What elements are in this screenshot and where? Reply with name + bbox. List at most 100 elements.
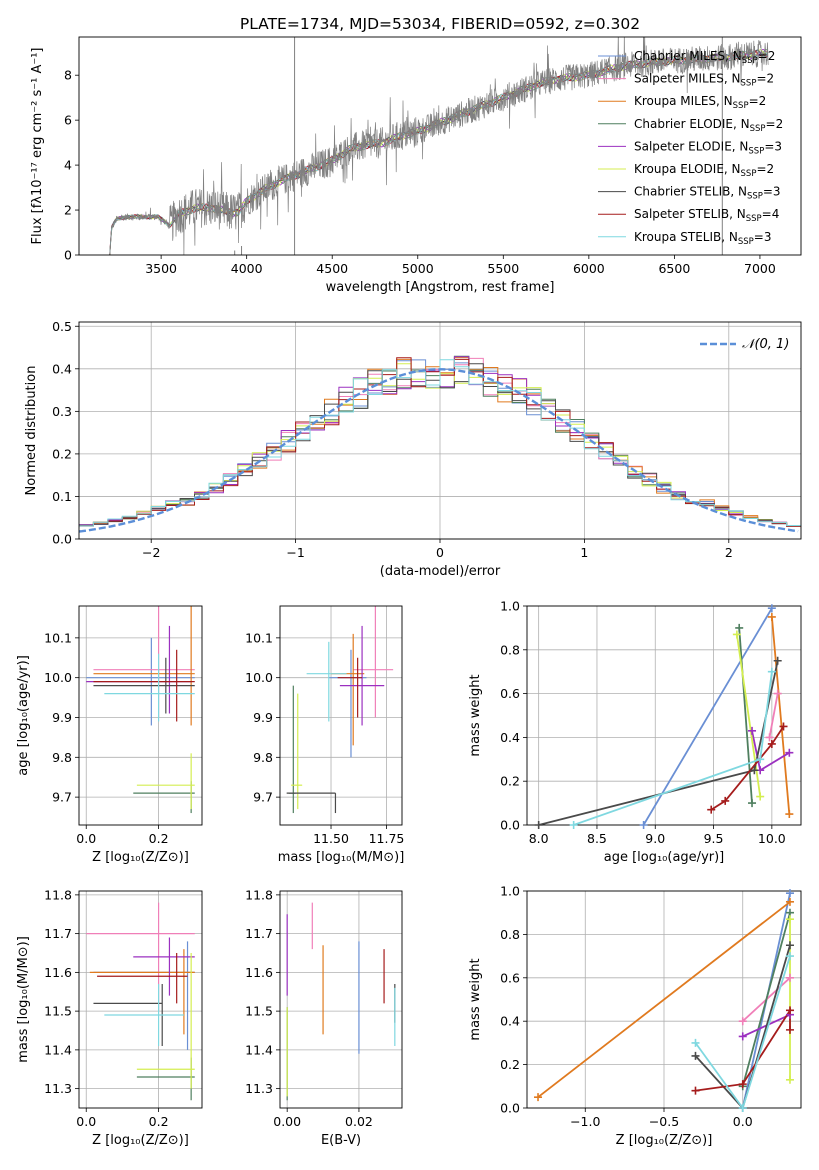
legend-label-sub: SSP <box>748 146 764 156</box>
panel-weight_vs_age: 8.0 8.5 9.0 9.5 10.0 0.0 0.2 0.4 0.6 0.8 1.0 age [l… <box>468 599 802 865</box>
y-tick-label: 9.8 <box>253 750 273 765</box>
x-tick-label: 0 <box>436 545 444 560</box>
legend-label-sub: SSP <box>741 169 757 179</box>
x-tick-label: 6000 <box>573 261 605 276</box>
weight-marker-salpeter_stelib <box>721 796 730 805</box>
weight-marker-kroupa_stelib <box>738 1104 747 1112</box>
x-axis-label: wavelength [Angstrom, rest frame] <box>326 280 555 295</box>
axes-frame <box>78 605 203 826</box>
legend-label-suffix: =2 <box>756 162 774 176</box>
x-tick-label: 4500 <box>316 261 348 276</box>
y-tick-label: 11.3 <box>245 1081 273 1096</box>
weight-marker-salpeter_miles <box>765 733 774 742</box>
y-tick-label: 10.0 <box>44 670 72 685</box>
x-tick-label: 11.75 <box>369 831 405 846</box>
y-tick-label: 11.4 <box>245 1042 273 1057</box>
y-tick-label: 0.6 <box>500 686 520 701</box>
plot-area <box>86 902 195 1101</box>
x-tick-label: 8.5 <box>587 831 607 846</box>
plot-area <box>286 606 394 814</box>
x-tick-label: 9.5 <box>704 831 724 846</box>
y-tick-label: 9.9 <box>52 710 72 725</box>
legend-label: Salpeter STELIB, NSSP=4 <box>634 207 779 224</box>
y-tick-label: 0.3 <box>52 404 72 419</box>
x-tick-label: 8.0 <box>529 831 549 846</box>
weight-line-salpeter_miles <box>768 693 779 738</box>
histogram-kroupa_stelib <box>79 359 801 528</box>
y-tick-label: 0.4 <box>500 730 520 745</box>
legend-label-main: Chabrier ELODIE, N <box>634 117 750 131</box>
y-axis-label: Flux [fλ10⁻¹⁷ erg cm⁻² s⁻¹ A⁻¹] <box>30 48 45 245</box>
weight-marker-chabrier_miles <box>639 821 648 829</box>
x-tick-label: −1.0 <box>570 1114 600 1129</box>
x-tick-label: 10.0 <box>758 831 786 846</box>
weight-line-kroupa_stelib <box>694 955 791 1108</box>
weight-marker-kroupa_elodie <box>785 915 794 924</box>
weight-marker-kroupa_stelib <box>569 821 578 829</box>
legend-label-main: Kroupa MILES, N <box>634 94 733 108</box>
y-tick-label: 11.3 <box>44 1081 72 1096</box>
y-tick-label: 0.0 <box>52 532 72 547</box>
legend-label-suffix: =3 <box>764 139 782 153</box>
legend-label-main: Salpeter MILES, N <box>634 72 741 86</box>
plot-area <box>86 606 195 814</box>
y-tick-label: 0.1 <box>52 489 72 504</box>
axes-frame <box>526 605 802 826</box>
legend-label-sub: SSP <box>738 237 754 247</box>
y-tick-label: 0.8 <box>500 927 520 942</box>
y-tick-label: 10.0 <box>245 670 273 685</box>
y-tick-label: 0.8 <box>500 642 520 657</box>
y-axis-label: mass [log₁₀(M/M⊙)] <box>16 936 31 1063</box>
x-tick-label: 0.0 <box>76 831 96 846</box>
weight-line-chabrier_elodie <box>741 912 791 1087</box>
normal-curve <box>79 368 799 533</box>
y-tick-label: 11.5 <box>245 1004 273 1019</box>
legend-label-suffix: =2 <box>758 49 776 63</box>
weight-line-chabrier_miles <box>642 607 773 825</box>
y-tick-label: 11.7 <box>44 926 72 941</box>
weight-marker-chabrier_elodie <box>748 799 757 808</box>
axes-frame <box>78 321 802 540</box>
y-tick-label: 11.6 <box>44 965 72 980</box>
legend-label-sub: SSP <box>750 124 766 134</box>
x-tick-label: 0.2 <box>149 1114 169 1129</box>
weight-marker-salpeter_elodie <box>748 726 757 735</box>
weight-marker-chabrier_stelib <box>691 1051 700 1060</box>
x-axis-label: Z [log₁₀(Z/Z⊙)] <box>92 850 189 865</box>
legend-label: Kroupa MILES, NSSP=2 <box>634 94 766 111</box>
legend-label-main: Salpeter ELODIE, N <box>634 139 748 153</box>
y-axis-label: age [log₁₀(age/yr)] <box>16 655 31 776</box>
weight-marker-kroupa_elodie <box>732 630 741 639</box>
y-axis-label: Normed distribution <box>24 366 39 496</box>
axes-frame <box>78 36 802 256</box>
weight-marker-salpeter_miles <box>773 689 782 698</box>
observed-spectrum <box>109 37 769 255</box>
weight-marker-salpeter_elodie <box>738 1032 747 1041</box>
legend-label-sub: SSP <box>747 192 763 202</box>
weight-line-salpeter_stelib <box>710 726 785 811</box>
weight-line-kroupa_miles <box>537 901 791 1098</box>
legend-label-suffix: =3 <box>754 230 772 244</box>
weight-marker-kroupa_elodie <box>785 1075 794 1084</box>
legend-label-main: Chabrier MILES, N <box>634 49 742 63</box>
weight-marker-salpeter_stelib <box>738 1080 747 1089</box>
legend-label: 𝒩(0, 1) <box>742 337 789 352</box>
weight-marker-salpeter_miles <box>738 1017 747 1026</box>
y-tick-label: 11.6 <box>245 965 273 980</box>
weight-marker-salpeter_elodie <box>785 748 794 757</box>
x-tick-label: 3500 <box>145 261 177 276</box>
weight-marker-salpeter_stelib <box>767 739 776 748</box>
y-tick-label: 0.4 <box>52 361 72 376</box>
x-tick-label: 7000 <box>744 261 776 276</box>
y-tick-label: 0.0 <box>500 1101 520 1116</box>
weight-marker-kroupa_miles <box>785 810 794 819</box>
y-tick-label: 2 <box>64 203 72 218</box>
weight-marker-kroupa_stelib <box>767 667 776 676</box>
weight-marker-kroupa_elodie <box>756 792 765 801</box>
legend-label-main: Kroupa STELIB, N <box>634 230 738 244</box>
x-tick-label: 0.2 <box>149 831 169 846</box>
x-tick-label: 1 <box>580 545 588 560</box>
panel-spectrum: 3500 4000 4500 5000 5500 6000 6500 7000 0 2 4 6 8 wav… <box>30 36 802 295</box>
x-axis-label: age [log₁₀(age/yr)] <box>604 850 725 865</box>
